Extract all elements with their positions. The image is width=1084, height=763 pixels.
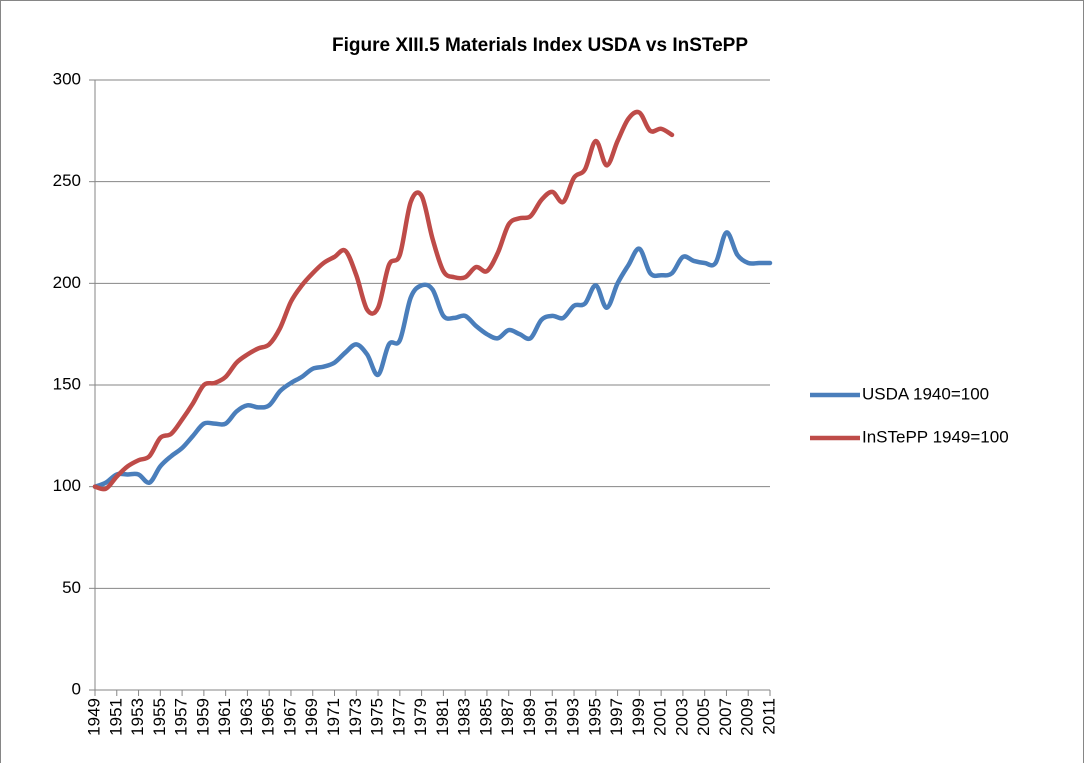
y-tick-label: 150 [53, 374, 81, 393]
legend-label: USDA 1940=100 [862, 384, 989, 403]
x-tick-label: 1995 [585, 698, 604, 736]
x-tick-label: 1977 [389, 698, 408, 736]
x-tick-label: 1985 [476, 698, 495, 736]
x-tick-label: 1979 [411, 698, 430, 736]
data-line [92, 230, 773, 489]
x-tick-label: 2011 [759, 698, 778, 735]
x-tick-label: 1967 [280, 698, 299, 736]
y-tick-label: 250 [53, 171, 81, 190]
x-tick-label: 1959 [193, 698, 212, 736]
y-tick-label: 200 [53, 273, 81, 292]
legend-label: InSTePP 1949=100 [862, 427, 1009, 446]
x-tick-label: 1999 [629, 698, 648, 736]
y-tick-label: 0 [72, 679, 81, 698]
y-tick-label: 300 [53, 69, 81, 88]
x-tick-label: 1965 [259, 698, 278, 736]
x-tick-label: 1955 [150, 698, 169, 736]
x-tick-label: 1987 [498, 698, 517, 736]
y-tick-label: 100 [53, 476, 81, 495]
x-tick-label: 2001 [651, 698, 670, 736]
x-tick-label: 1997 [607, 698, 626, 736]
x-tick-label: 1949 [84, 698, 103, 736]
x-tick-label: 1991 [542, 698, 561, 736]
y-tick-label: 50 [62, 578, 81, 597]
x-tick-label: 1963 [237, 698, 256, 736]
x-tick-label: 1969 [302, 698, 321, 736]
x-tick-label: 1973 [346, 698, 365, 736]
x-tick-label: 1951 [106, 698, 125, 736]
x-tick-label: 2005 [694, 698, 713, 736]
x-tick-label: 2003 [672, 698, 691, 736]
x-tick-label: 1993 [564, 698, 583, 736]
data-line [92, 109, 675, 492]
x-tick-label: 1981 [433, 698, 452, 736]
x-tick-label: 2009 [738, 698, 757, 736]
x-tick-label: 1953 [128, 698, 147, 736]
x-tick-label: 1957 [172, 698, 191, 736]
x-tick-label: 1983 [455, 698, 474, 736]
x-tick-label: 1971 [324, 698, 343, 736]
x-tick-label: 1975 [368, 698, 387, 736]
x-tick-label: 1989 [520, 698, 539, 736]
x-tick-label: 1961 [215, 698, 234, 736]
x-tick-label: 2007 [716, 698, 735, 736]
chart-title: Figure XIII.5 Materials Index USDA vs In… [332, 35, 748, 56]
